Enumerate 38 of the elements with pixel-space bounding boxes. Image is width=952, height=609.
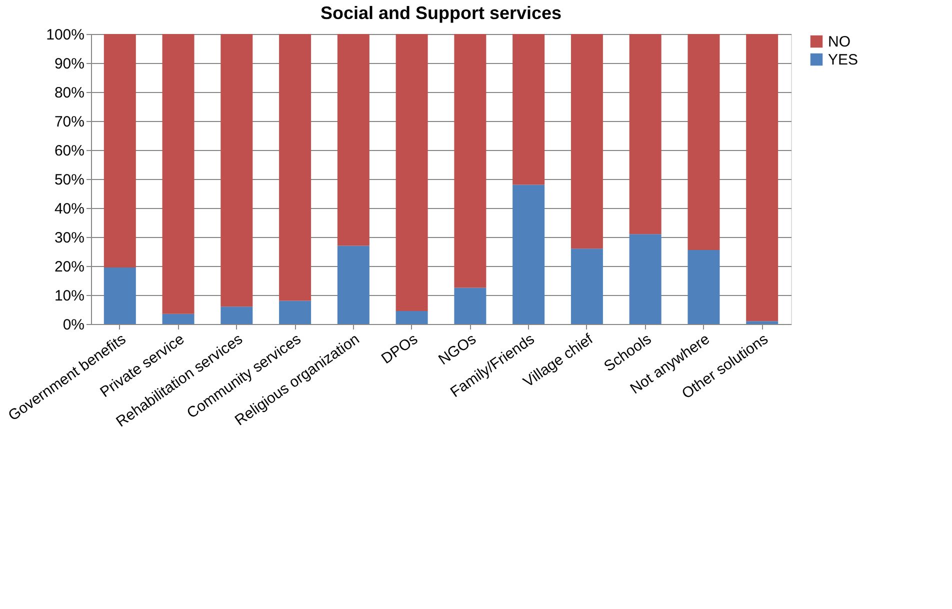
- y-tick-label: 0%: [62, 316, 84, 334]
- bar: [570, 248, 603, 324]
- bar: [162, 314, 194, 324]
- bar: [512, 34, 545, 185]
- chart-title: Social and Support services: [320, 3, 562, 23]
- bar: [396, 310, 428, 324]
- bar: [746, 321, 778, 324]
- bar: [162, 34, 194, 314]
- y-tick-label: 70%: [54, 114, 84, 130]
- bar: [512, 184, 545, 324]
- y-tick-label: 50%: [54, 172, 84, 188]
- bar: [629, 34, 662, 234]
- y-tick-label: 90%: [54, 56, 84, 72]
- bar: [629, 234, 662, 324]
- bar: [396, 34, 428, 311]
- y-tick-label: 20%: [54, 258, 84, 276]
- bar: [279, 34, 312, 301]
- bar: [454, 34, 486, 288]
- bar: [104, 34, 136, 268]
- y-tick-label: 10%: [54, 288, 84, 304]
- bar: [220, 306, 253, 324]
- y-tick-label: 30%: [54, 230, 84, 246]
- bar: [454, 288, 486, 324]
- bar: [570, 34, 603, 249]
- y-tick-label: 100%: [46, 26, 84, 44]
- legend-label: YES: [828, 52, 858, 68]
- y-tick-label: 40%: [54, 200, 84, 218]
- y-tick-label: 80%: [54, 84, 84, 102]
- bar: [104, 267, 136, 324]
- bar: [688, 34, 720, 250]
- bar: [279, 300, 312, 324]
- y-tick-label: 60%: [54, 142, 84, 160]
- bar: [746, 34, 778, 322]
- bar: [220, 34, 253, 307]
- bar: [688, 250, 720, 324]
- bar: [337, 34, 370, 246]
- legend-label: NO: [828, 34, 850, 50]
- bar: [337, 246, 370, 324]
